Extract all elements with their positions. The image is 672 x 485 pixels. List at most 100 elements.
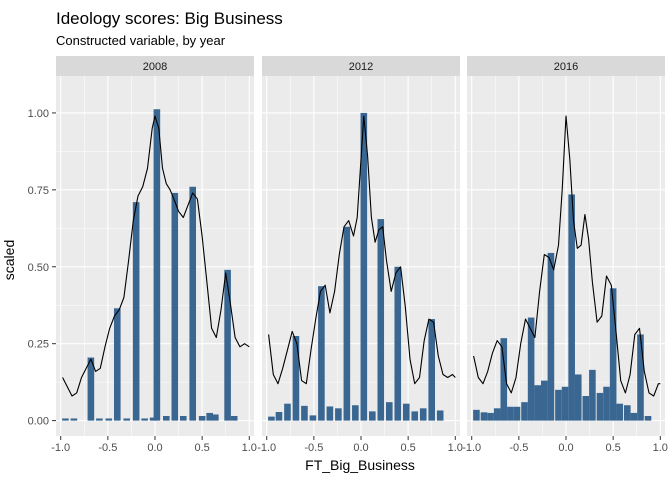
histogram-bar [385, 402, 393, 421]
x-tick-label: 1.0 [653, 442, 668, 454]
y-tick-label: 0.50 [28, 262, 49, 274]
histogram-bar [473, 409, 480, 421]
x-tick-label: 0.5 [400, 442, 415, 454]
histogram-bar [630, 412, 638, 421]
facet-strip-label: 2008 [143, 61, 167, 73]
chart-subtitle: Constructed variable, by year [56, 33, 226, 48]
histogram-bar [62, 418, 69, 421]
facet-strip [262, 56, 460, 76]
histogram-bar [230, 416, 238, 421]
histogram-bar [561, 386, 569, 421]
histogram-bar [149, 417, 157, 421]
histogram-bar [318, 286, 325, 421]
histogram-bar [189, 186, 197, 421]
y-tick-label: 1.00 [28, 108, 49, 120]
plot-layer: 0.00 0.25 0.50 0.75 1.00 2008 -1.0 -0.5 0.0 0.5 1.… [28, 56, 668, 454]
histogram-bar [179, 416, 187, 421]
histogram-bar [394, 266, 402, 421]
histogram-bar [212, 414, 219, 421]
histogram-bar [411, 411, 419, 421]
x-tick-label: -1.0 [462, 442, 481, 454]
histogram-bar [105, 418, 113, 421]
density-line [62, 115, 250, 397]
histogram-bar [70, 418, 78, 421]
x-tick-label: 1.0 [242, 442, 257, 454]
histogram-bar [603, 386, 610, 421]
x-axis-label: FT_Big_Business [305, 457, 415, 473]
histogram-bar [507, 406, 514, 421]
histogram-bar [547, 252, 555, 421]
chart-title: Ideology scores: Big Business [56, 9, 283, 28]
histogram-bar [513, 406, 521, 421]
facet-strip-label: 2012 [349, 61, 373, 73]
histogram-bar [292, 336, 300, 421]
histogram-bar [198, 416, 206, 421]
histogram-bar [360, 112, 368, 421]
histogram-bar [284, 403, 291, 421]
histogram-bar [352, 405, 359, 421]
histogram-bar [541, 380, 548, 421]
histogram-bar [436, 410, 444, 421]
histogram-bar [637, 334, 644, 421]
histogram-bar [275, 412, 283, 421]
density-line [473, 115, 661, 397]
x-tick-label: -0.5 [98, 442, 117, 454]
histogram-bar [113, 308, 121, 421]
histogram-bar [480, 412, 488, 421]
histogram-bar [123, 418, 131, 421]
histogram-bar [301, 405, 308, 421]
y-tick-label: 0.00 [28, 416, 49, 428]
x-tick-label: 1.0 [448, 442, 463, 454]
histogram-bar [487, 412, 494, 421]
histogram-bar [335, 408, 342, 421]
histogram-bar [644, 416, 652, 421]
histogram-bar [369, 411, 376, 421]
histogram-bar [609, 288, 617, 421]
histogram-bar [206, 412, 213, 421]
histogram-bar [419, 408, 427, 421]
histogram-bar [87, 357, 95, 421]
histogram-bar [171, 192, 179, 421]
histogram-bar [96, 418, 103, 421]
histogram-bar [309, 415, 317, 421]
x-tick-label: 0.0 [147, 442, 162, 454]
histogram-bar [163, 416, 170, 421]
x-tick-label: 0.5 [605, 442, 620, 454]
histogram-bar [268, 416, 275, 421]
x-tick-label: -1.0 [257, 442, 276, 454]
histogram-bar [493, 408, 501, 421]
facet-strip [467, 56, 665, 76]
x-tick-label: 0.0 [353, 442, 368, 454]
y-tick-label: 0.25 [28, 339, 49, 351]
histogram-bar [500, 338, 508, 421]
histogram-bar [555, 389, 562, 421]
histogram-bar [132, 202, 140, 421]
histogram-bar [141, 418, 148, 421]
y-tick-label: 0.75 [28, 185, 49, 197]
histogram-bar [402, 403, 410, 421]
histogram-bar [527, 317, 535, 421]
histogram-bar [582, 396, 590, 421]
histogram-bar [224, 269, 231, 421]
histogram-bar [574, 374, 582, 421]
facet-strip [56, 56, 254, 76]
x-tick-label: 0.0 [558, 442, 573, 454]
x-tick-label: -0.5 [509, 442, 528, 454]
y-axis-label: scaled [1, 240, 17, 280]
x-tick-label: -0.5 [304, 442, 323, 454]
facet-panel-2012: 2012 -1.0 -0.5 0.0 0.5 1.0 [257, 56, 463, 454]
histogram-bar [153, 109, 161, 421]
histogram-bar [343, 226, 351, 421]
histogram-bar [568, 194, 575, 421]
facet-panel-2008: 2008 -1.0 -0.5 0.0 0.5 1.0 [51, 56, 257, 454]
histogram-bar [521, 402, 528, 421]
histogram-bar [623, 405, 631, 421]
histogram-bar [589, 369, 596, 421]
facet-strip-label: 2016 [554, 61, 578, 73]
x-tick-label: 0.5 [194, 442, 209, 454]
histogram-bar [596, 392, 604, 421]
facet-panel-2016: 2016 -1.0 -0.5 0.0 0.5 1.0 [462, 56, 668, 454]
x-tick-label: -1.0 [51, 442, 70, 454]
histogram-bar [377, 219, 385, 421]
